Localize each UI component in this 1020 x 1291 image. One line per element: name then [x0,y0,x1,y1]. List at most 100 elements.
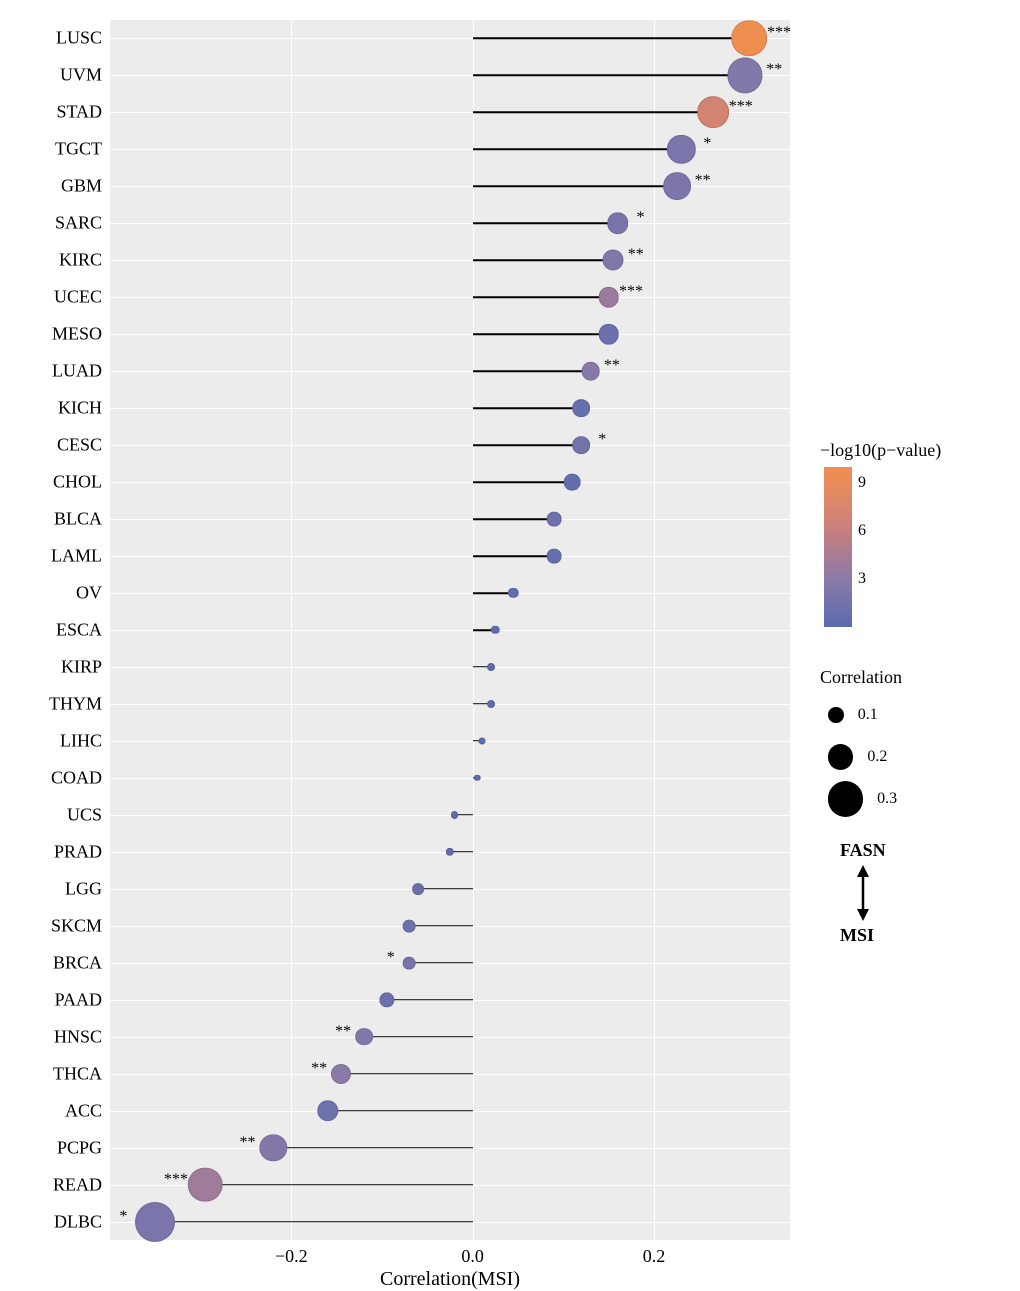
significance-label: ** [695,172,711,190]
y-category-label: DLBC [54,1211,102,1232]
colorbar-tick-label: 6 [858,522,866,540]
data-point [260,1134,287,1161]
data-point [478,737,485,744]
data-point [667,135,695,163]
y-category-label: CHOL [53,472,102,493]
y-category-label: LUAD [52,361,102,382]
lollipop-stem [473,223,618,225]
gridline-h [110,408,790,409]
x-tick-label: 0.2 [643,1246,666,1267]
gridline-h [110,704,790,705]
significance-label: *** [619,283,643,301]
size-legend-title: Correlation [820,667,1000,688]
y-category-label: SKCM [51,915,102,936]
y-category-label: THYM [49,693,102,714]
data-point [581,362,600,381]
y-category-label: KIRP [61,656,102,677]
lollipop-stem [473,444,582,446]
plot-area: ******************************* [110,20,790,1240]
y-category-label: CESC [57,435,102,456]
data-point [598,324,619,345]
data-point [487,700,495,708]
data-point [564,474,581,491]
lollipop-stem [364,1036,473,1038]
lollipop-stem [473,149,682,151]
lollipop-stem [409,962,472,964]
data-point [331,1064,351,1084]
lollipop-stem [473,555,555,557]
lollipop-stem [473,518,555,520]
y-category-label: PAAD [55,989,102,1010]
gridline-h [110,556,790,557]
y-category-label: KIRC [59,250,102,271]
data-point [446,848,454,856]
arrow-legend: FASN MSI [820,840,1000,946]
lollipop-stem [205,1184,472,1186]
lollipop-stem [328,1110,473,1112]
lollipop-stem [473,186,677,188]
y-category-label: SARC [55,213,102,234]
y-category-label: LIHC [60,730,102,751]
significance-label: ** [311,1060,327,1078]
lollipop-stem [341,1073,472,1075]
arrow-bottom-label: MSI [840,925,1000,946]
gridline-h [110,741,790,742]
y-category-label: LGG [65,878,102,899]
data-point [603,250,624,271]
significance-label: * [387,949,395,967]
y-category-label: PCPG [57,1137,102,1158]
y-category-label: READ [53,1174,102,1195]
significance-label: ** [335,1023,351,1041]
colorbar-tick-label: 3 [858,570,866,588]
data-point [508,588,518,598]
y-category-label: STAD [56,102,102,123]
color-legend-title: −log10(p−value) [820,440,1000,461]
significance-label: ** [604,357,620,375]
data-point [573,436,591,454]
color-bar: 369 [824,467,852,627]
gridline-h [110,297,790,298]
y-category-label: THCA [53,1063,102,1084]
data-point [573,399,591,417]
x-tick-label: −0.2 [275,1246,308,1267]
x-tick-label: 0.0 [461,1246,484,1267]
significance-label: *** [164,1171,188,1189]
size-legend-row: 0.2 [820,736,1000,778]
gridline-h [110,778,790,779]
data-point [547,549,562,564]
significance-label: *** [767,24,791,42]
data-point [317,1100,339,1122]
lollipop-stem [409,925,472,927]
y-category-label: KICH [58,398,102,419]
data-point [451,811,459,819]
significance-label: ** [240,1134,256,1152]
data-point [607,213,629,235]
size-legend: Correlation 0.10.20.3 [820,667,1000,820]
significance-label: * [637,209,645,227]
size-legend-label: 0.3 [877,790,897,808]
y-category-label: GBM [61,176,102,197]
gridline-h [110,223,790,224]
lollipop-stem [273,1147,472,1149]
lollipop-stem [473,407,582,409]
y-category-label: BRCA [53,952,102,973]
gridline-h [110,519,790,520]
data-point [727,58,762,93]
y-category-label: LAML [51,546,102,567]
significance-label: *** [729,98,753,116]
lollipop-stem [473,112,713,114]
gridline-h [110,371,790,372]
significance-label: * [598,431,606,449]
data-point [355,1028,373,1046]
legend: −log10(p−value) 369 Correlation 0.10.20.… [820,440,1000,946]
data-point [547,512,562,527]
y-category-label: UCS [67,804,102,825]
size-legend-row: 0.3 [820,778,1000,820]
gridline-h [110,630,790,631]
y-category-label: ESCA [56,620,102,641]
gridline-h [110,334,790,335]
x-axis-title: Correlation(MSI) [380,1268,520,1291]
lollipop-stem [387,999,473,1001]
data-point [188,1167,223,1202]
size-legend-dot [828,744,853,769]
